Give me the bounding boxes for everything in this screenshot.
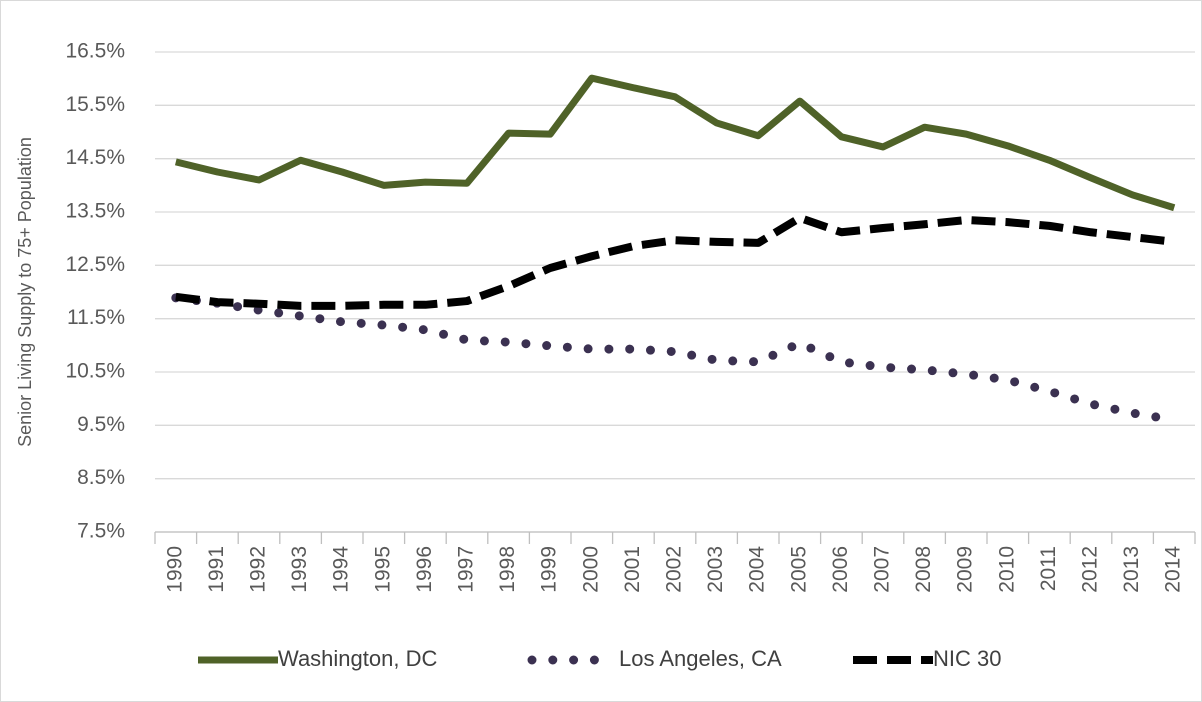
x-tick-label: 1998 — [496, 546, 519, 593]
x-tick-label: 2001 — [621, 546, 644, 593]
x-tick-label: 1996 — [413, 546, 436, 593]
y-tick-label: 7.5% — [77, 520, 125, 543]
x-tick-label: 2013 — [1120, 546, 1143, 593]
legend-label: Washington, DC — [278, 646, 437, 671]
x-tick-label: 2000 — [579, 546, 602, 593]
x-tick-label: 1995 — [371, 546, 394, 593]
x-tick-label: 2004 — [746, 546, 769, 593]
x-tick-label: 1994 — [330, 546, 353, 593]
y-tick-label: 13.5% — [65, 200, 125, 223]
x-tick-label: 2006 — [829, 546, 852, 593]
legend-label: Los Angeles, CA — [619, 646, 782, 671]
y-tick-label: 8.5% — [77, 466, 125, 489]
y-axis-label: Senior Living Supply to 75+ Population — [15, 137, 35, 447]
x-tick-label: 2011 — [1037, 546, 1060, 591]
x-tick-label: 1992 — [247, 546, 270, 593]
y-tick-label: 15.5% — [65, 93, 125, 116]
x-tick-label: 2010 — [995, 546, 1018, 593]
y-tick-label: 14.5% — [65, 146, 125, 169]
legend-label: NIC 30 — [933, 646, 1001, 671]
x-tick-label: 2014 — [1162, 546, 1185, 593]
y-tick-label: 11.5% — [67, 306, 125, 329]
y-tick-label: 12.5% — [65, 253, 125, 276]
x-tick-label: 2009 — [954, 546, 977, 593]
x-tick-label: 1990 — [163, 546, 186, 593]
x-tick-label: 2012 — [1079, 546, 1102, 593]
y-tick-label: 10.5% — [65, 360, 125, 383]
x-tick-label: 1997 — [455, 546, 478, 593]
x-tick-label: 2005 — [787, 546, 810, 593]
y-tick-label: 16.5% — [65, 40, 125, 63]
y-tick-label: 9.5% — [77, 413, 125, 436]
x-tick-label: 1999 — [538, 546, 561, 593]
x-tick-label: 2007 — [871, 546, 894, 593]
x-tick-label: 2002 — [663, 546, 686, 593]
x-tick-label: 2008 — [912, 546, 935, 593]
x-tick-label: 1991 — [205, 546, 228, 593]
series-line — [174, 74, 1176, 212]
x-tick-label: 1993 — [288, 546, 311, 593]
x-tick-label: 2003 — [704, 546, 727, 593]
series-line — [171, 293, 1179, 425]
series-line — [175, 213, 1175, 310]
